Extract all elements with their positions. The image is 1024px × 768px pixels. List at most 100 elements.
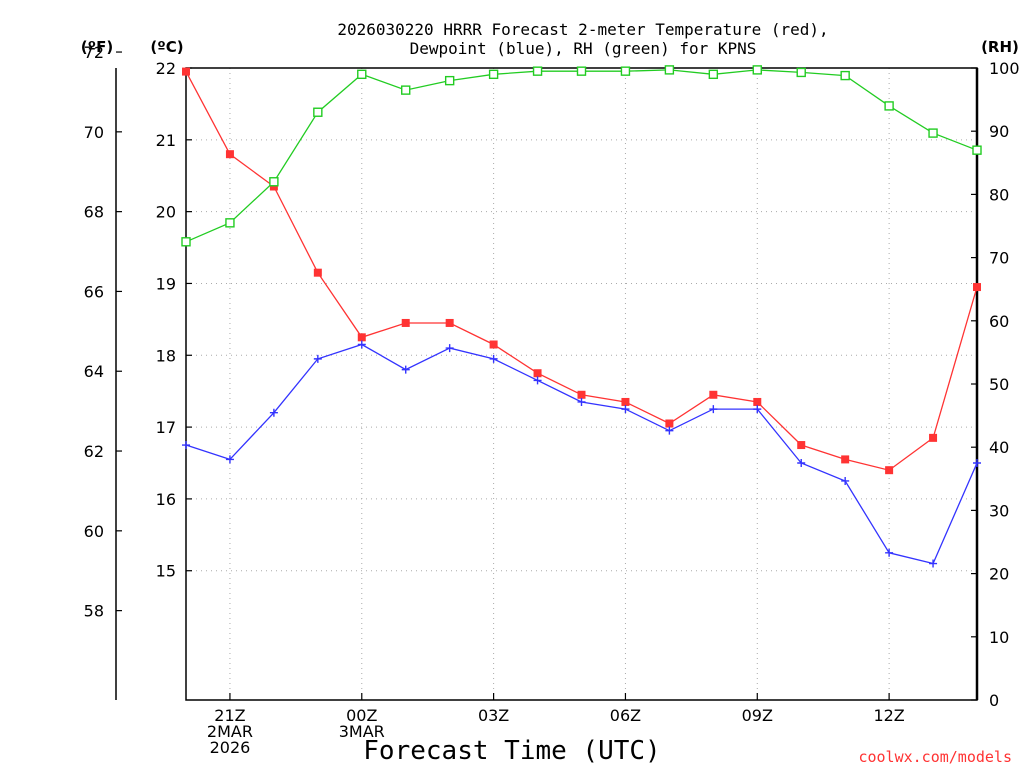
rh-tick-label: 10 — [989, 628, 1009, 647]
x-tick-label: 06Z — [610, 706, 641, 725]
x-tick-label: 2MAR — [207, 722, 253, 741]
rh-point — [664, 65, 675, 75]
rh-axis-label: (RH) — [981, 38, 1019, 56]
rh-point — [708, 69, 719, 80]
temperature-point — [885, 466, 894, 475]
rh-point — [928, 128, 938, 138]
dewpoint-point — [709, 405, 718, 414]
temperature-line — [185, 71, 978, 471]
temperature-point — [182, 67, 190, 76]
temperature-point — [401, 318, 410, 327]
dewpoint-point — [753, 405, 762, 414]
temperature-point — [313, 268, 322, 277]
fahrenheit-tick-label: 72 — [84, 43, 104, 62]
rh-tick-label: 40 — [989, 438, 1009, 457]
temperature-point — [357, 333, 366, 342]
rh-point — [532, 66, 543, 76]
x-axis-title: Forecast Time (UTC) — [363, 736, 660, 766]
fahrenheit-tick-label: 60 — [84, 522, 104, 541]
rh-point — [576, 66, 587, 76]
rh-point — [269, 177, 279, 187]
temperature-point — [577, 390, 586, 399]
temperature-point — [665, 419, 674, 428]
temperature-point — [797, 441, 806, 450]
rh-tick-label: 0 — [989, 691, 999, 710]
rh-point — [620, 66, 631, 76]
chart-title-line2: Dewpoint (blue), RH (green) for KPNS — [410, 39, 757, 58]
rh-point — [225, 218, 235, 228]
temperature-point — [753, 397, 762, 406]
plot-frame — [185, 67, 978, 701]
rh-point — [357, 69, 367, 80]
celsius-tick-label: 18 — [156, 346, 176, 365]
dewpoint-point — [445, 344, 454, 353]
fahrenheit-tick-label: 70 — [84, 123, 104, 142]
axes: 58 60 62 64 66 68 70 72 15 16 17 18 19 20 21 22 0 10 20 30 4… — [84, 43, 1020, 757]
fahrenheit-tick-label: 68 — [84, 203, 104, 222]
temperature-point — [445, 318, 454, 327]
temperature-point — [533, 369, 542, 378]
rh-point — [313, 107, 323, 117]
dewpoint-line — [185, 343, 978, 565]
dewpoint-point — [621, 405, 630, 414]
celsius-tick-label: 15 — [156, 562, 176, 581]
rh-point — [972, 145, 982, 155]
rh-tick-label: 80 — [989, 185, 1009, 204]
rh-point — [488, 69, 499, 80]
rh-point — [796, 67, 806, 78]
x-tick-label: 3MAR — [339, 722, 385, 741]
rh-tick-label: 30 — [989, 501, 1009, 520]
dewpoint-point — [577, 397, 586, 406]
celsius-tick-label: 19 — [156, 274, 176, 293]
celsius-tick-label: 17 — [156, 418, 176, 437]
dewpoint-point — [357, 340, 366, 349]
temperature-point — [929, 433, 938, 442]
chart-title-line1: 2026030220 HRRR Forecast 2-meter Tempera… — [337, 20, 828, 39]
dewpoint-point — [269, 408, 278, 417]
fahrenheit-axis-label: (ºF) — [81, 38, 113, 56]
rh-point — [752, 65, 762, 75]
rh-tick-label: 50 — [989, 375, 1009, 394]
credit-text: coolwx.com/models — [858, 748, 1012, 766]
celsius-tick-label: 22 — [156, 59, 176, 78]
rh-tick-label: 100 — [989, 59, 1020, 78]
rh-point — [401, 85, 411, 95]
temperature-point — [841, 455, 850, 464]
rh-tick-label: 60 — [989, 312, 1009, 331]
temperature-point — [973, 283, 981, 292]
dewpoint-point — [797, 459, 806, 467]
dewpoint-point — [665, 426, 674, 435]
celsius-tick-label: 20 — [156, 203, 176, 222]
temperature-point — [709, 390, 718, 399]
celsius-tick-label: 16 — [156, 490, 176, 509]
dewpoint-point — [929, 559, 938, 568]
dewpoint-point — [841, 476, 850, 485]
temperature-point — [489, 340, 498, 349]
rh-line — [185, 69, 978, 243]
gridlines — [186, 67, 977, 700]
temperature-point — [269, 182, 278, 191]
temperature-point — [621, 397, 630, 406]
temperature-point — [225, 150, 234, 159]
series-layer — [181, 65, 982, 568]
rh-tick-label: 20 — [989, 565, 1009, 584]
dewpoint-point — [973, 459, 981, 467]
rh-tick-label: 70 — [989, 249, 1009, 268]
rh-point — [840, 70, 850, 81]
dewpoint-point — [533, 376, 542, 385]
x-tick-label: 12Z — [873, 706, 904, 725]
rh-tick-label: 90 — [989, 122, 1009, 141]
fahrenheit-tick-label: 58 — [84, 602, 104, 621]
x-tick-label: 2026 — [210, 738, 251, 757]
x-tick-label: 00Z — [346, 706, 377, 725]
fahrenheit-tick-label: 66 — [84, 282, 104, 301]
celsius-axis-label: (ºC) — [150, 38, 183, 56]
x-tick-label: 03Z — [478, 706, 509, 725]
dewpoint-point — [313, 354, 322, 363]
fahrenheit-tick-label: 64 — [84, 362, 104, 381]
dewpoint-point — [182, 441, 190, 450]
rh-point — [181, 237, 191, 247]
dewpoint-point — [489, 354, 498, 363]
x-tick-label: 21Z — [214, 706, 245, 725]
